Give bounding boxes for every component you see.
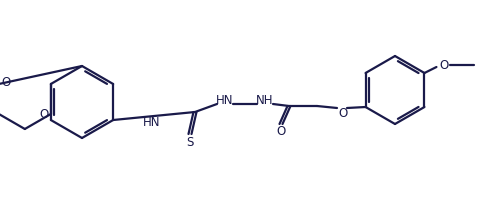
Text: HN: HN — [216, 94, 233, 106]
Text: HN: HN — [143, 116, 161, 128]
Text: —: — — [454, 60, 464, 70]
Text: O: O — [338, 106, 347, 119]
Text: S: S — [186, 136, 193, 149]
Text: NH: NH — [256, 94, 273, 106]
Text: O: O — [1, 75, 11, 88]
Text: O: O — [439, 59, 448, 72]
Text: O: O — [39, 108, 48, 121]
Text: O: O — [276, 125, 285, 138]
